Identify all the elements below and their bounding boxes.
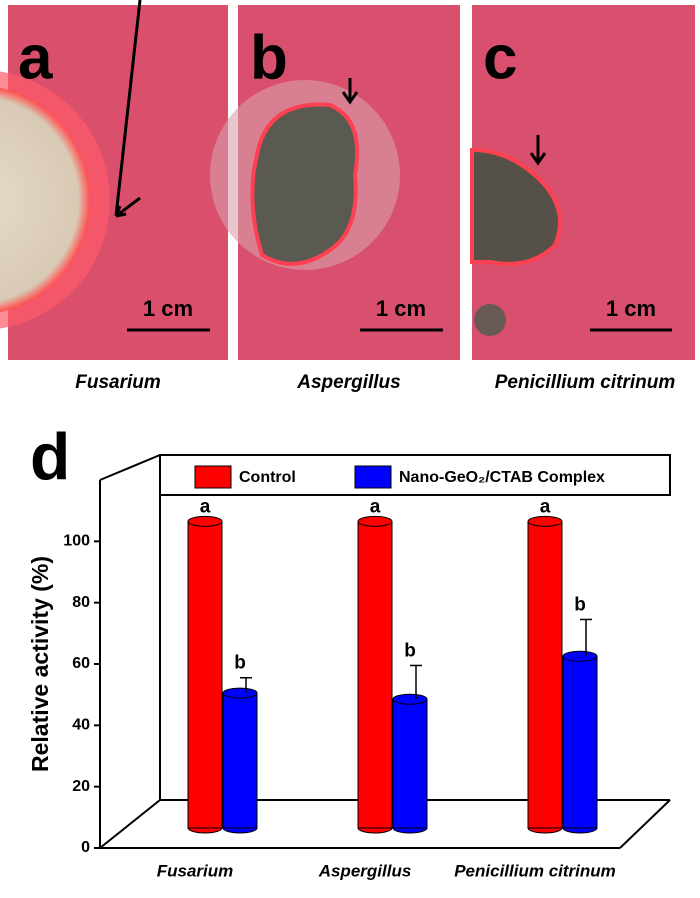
significance-letter: b <box>234 653 246 674</box>
significance-letter: b <box>574 594 586 615</box>
significance-letter: a <box>370 496 381 517</box>
y-tick-label: 60 <box>72 655 90 672</box>
bar-top <box>562 650 598 662</box>
bar-top <box>222 687 258 699</box>
significance-letter: b <box>404 640 416 661</box>
legend-label: Control <box>239 469 296 486</box>
panel-label: c <box>483 23 517 92</box>
photo-b <box>210 5 460 360</box>
bar <box>392 698 428 829</box>
y-tick-label: 0 <box>81 839 90 856</box>
y-tick-label: 100 <box>63 533 90 550</box>
bar <box>357 520 393 829</box>
y-tick-label: 20 <box>72 778 90 795</box>
panel-label: d <box>30 419 70 493</box>
bar <box>562 655 598 829</box>
photo-caption: Aspergillus <box>296 372 400 393</box>
photo-c <box>470 5 695 360</box>
bar <box>222 692 258 829</box>
photo-caption: Penicillium citrinum <box>495 372 676 393</box>
bar-top <box>392 693 428 705</box>
photo-caption: Fusarium <box>75 372 161 393</box>
bar <box>527 520 563 829</box>
panel-label: a <box>18 23 53 92</box>
bar-top <box>357 515 393 527</box>
bar <box>187 520 223 829</box>
y-tick-label: 80 <box>72 594 90 611</box>
x-tick-label: Fusarium <box>157 861 234 880</box>
legend-swatch <box>194 465 232 489</box>
scale-label: 1 cm <box>606 296 656 321</box>
y-axis-label: Relative activity (%) <box>27 556 53 772</box>
panel-label: b <box>250 23 288 92</box>
photo-a <box>0 0 228 360</box>
legend-swatch <box>354 465 392 489</box>
scale-label: 1 cm <box>143 296 193 321</box>
x-tick-label: Penicillium citrinum <box>454 861 616 880</box>
significance-letter: a <box>540 496 551 517</box>
scale-label: 1 cm <box>376 296 426 321</box>
bar-top <box>527 515 563 527</box>
y-tick-label: 40 <box>72 717 90 734</box>
legend-label: Nano-GeO₂/CTAB Complex <box>399 469 605 486</box>
x-tick-label: Aspergillus <box>318 861 412 880</box>
significance-letter: a <box>200 496 211 517</box>
bar-top <box>187 515 223 527</box>
